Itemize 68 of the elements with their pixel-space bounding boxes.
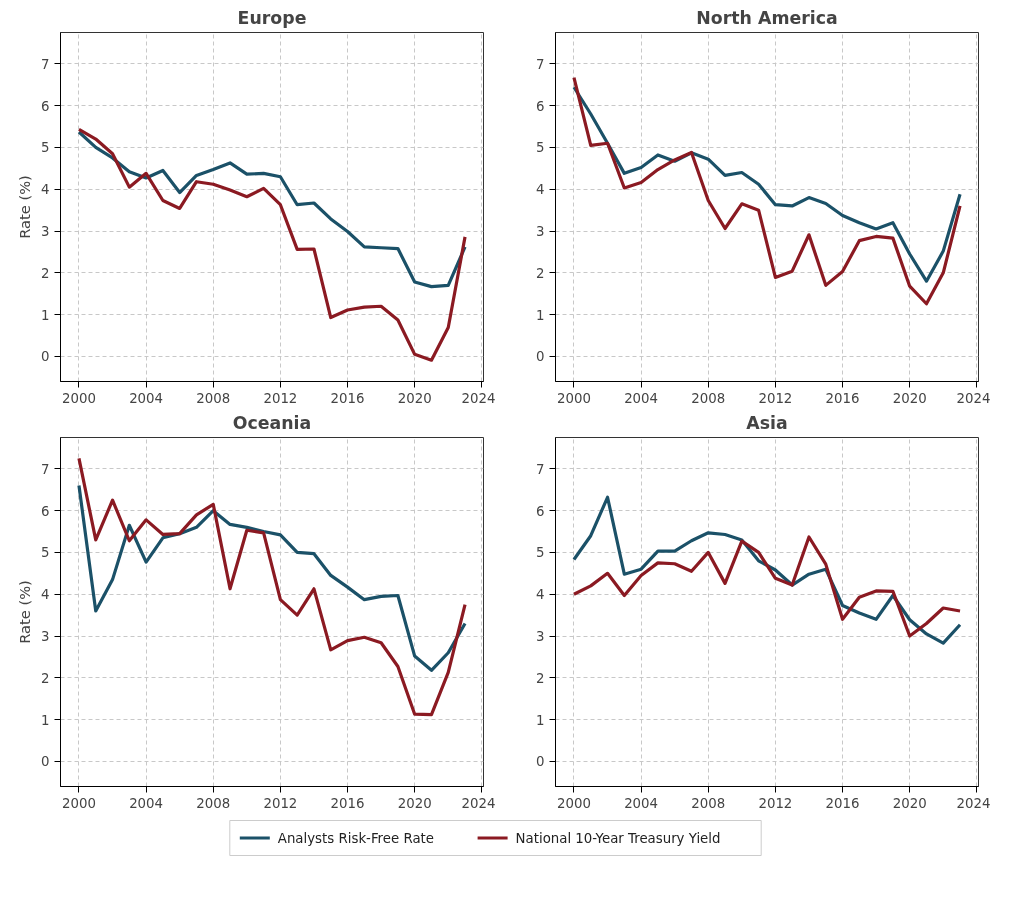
x-tick-label: 2016 [825, 390, 860, 406]
y-tick-label: 3 [536, 224, 545, 240]
y-tick-label: 2 [536, 670, 545, 686]
x-tick-label: 2024 [956, 390, 991, 406]
legend-label: National 10-Year Treasury Yield [515, 830, 721, 846]
x-tick-label: 2020 [397, 795, 432, 811]
chart-title: Asia [746, 412, 788, 433]
y-tick-label: 5 [536, 545, 545, 561]
chart-title: Oceania [232, 412, 312, 433]
y-tick-label: 1 [41, 712, 50, 728]
y-tick-label: 3 [41, 224, 50, 240]
y-tick-label: 7 [41, 461, 50, 477]
x-tick-label: 2012 [758, 795, 793, 811]
x-tick-label: 2008 [196, 390, 231, 406]
y-tick-label: 6 [41, 98, 50, 114]
y-tick-label: 5 [41, 140, 50, 156]
x-tick-label: 2024 [956, 795, 991, 811]
x-tick-label: 2012 [758, 390, 793, 406]
y-tick-label: 2 [41, 265, 50, 281]
y-tick-label: 1 [536, 712, 545, 728]
y-tick-label: 4 [41, 587, 50, 603]
x-tick-label: 2000 [62, 795, 96, 811]
y-tick-label: 3 [41, 629, 50, 645]
x-tick-label: 2012 [263, 795, 298, 811]
x-tick-label: 2016 [330, 795, 365, 811]
x-tick-label: 2000 [557, 390, 591, 406]
x-tick-label: 2004 [624, 390, 659, 406]
y-axis-title: Rate (%) [16, 175, 34, 239]
chart-title: North America [696, 7, 838, 28]
y-tick-label: 2 [41, 670, 50, 686]
y-tick-label: 6 [536, 98, 545, 114]
x-tick-label: 2020 [892, 795, 927, 811]
x-tick-label: 2004 [129, 795, 164, 811]
y-tick-label: 5 [41, 545, 50, 561]
y-tick-label: 0 [536, 349, 545, 365]
y-tick-label: 1 [41, 307, 50, 323]
y-tick-label: 7 [536, 461, 545, 477]
chart-title: Europe [237, 7, 307, 28]
legend-label: Analysts Risk-Free Rate [277, 830, 434, 846]
y-tick-label: 4 [41, 182, 50, 198]
y-tick-label: 4 [536, 587, 545, 603]
x-tick-label: 2004 [129, 390, 164, 406]
x-tick-label: 2016 [825, 795, 860, 811]
x-tick-label: 2000 [62, 390, 96, 406]
x-tick-label: 2004 [624, 795, 659, 811]
x-tick-label: 2020 [892, 390, 927, 406]
x-tick-label: 2024 [461, 390, 496, 406]
y-axis-title: Rate (%) [16, 580, 34, 644]
x-tick-label: 2012 [263, 390, 298, 406]
x-tick-label: 2024 [461, 795, 496, 811]
y-tick-label: 6 [536, 503, 545, 519]
y-tick-label: 1 [536, 307, 545, 323]
x-tick-label: 2008 [196, 795, 231, 811]
x-tick-label: 2008 [691, 795, 726, 811]
y-tick-label: 3 [536, 629, 545, 645]
y-tick-label: 2 [536, 265, 545, 281]
y-tick-label: 7 [41, 56, 50, 72]
y-tick-label: 0 [536, 754, 545, 770]
y-tick-label: 4 [536, 182, 545, 198]
y-tick-label: 7 [536, 56, 545, 72]
y-tick-label: 5 [536, 140, 545, 156]
y-tick-label: 0 [41, 754, 50, 770]
x-tick-label: 2016 [330, 390, 365, 406]
x-tick-label: 2008 [691, 390, 726, 406]
y-tick-label: 6 [41, 503, 50, 519]
y-tick-label: 0 [41, 349, 50, 365]
x-tick-label: 2000 [557, 795, 591, 811]
x-tick-label: 2020 [397, 390, 432, 406]
